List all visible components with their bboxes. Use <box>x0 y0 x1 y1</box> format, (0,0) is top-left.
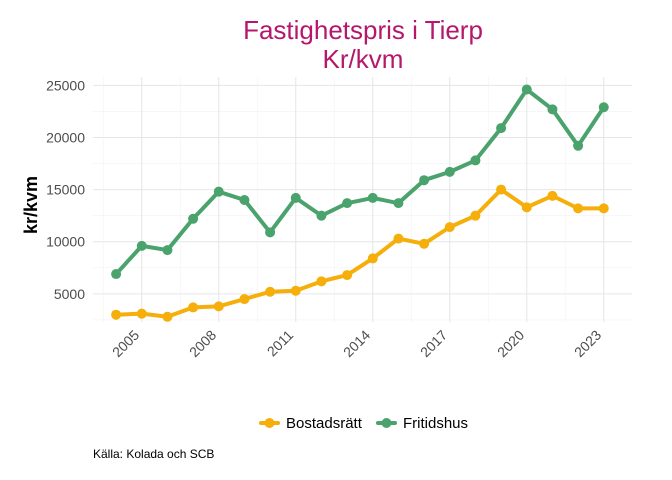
data-point <box>521 202 532 213</box>
data-point <box>470 210 481 221</box>
series-layer <box>111 84 609 322</box>
legend-key-point <box>381 418 392 428</box>
data-point <box>162 245 173 256</box>
data-point <box>521 84 532 95</box>
x-tick-label: 2017 <box>417 327 450 360</box>
data-point <box>573 140 584 151</box>
chart-subtitle: Kr/kvm <box>323 44 404 74</box>
data-point <box>393 233 404 244</box>
data-point <box>547 104 558 115</box>
data-point <box>111 309 122 320</box>
data-point <box>290 285 301 296</box>
data-point <box>496 184 507 195</box>
data-point <box>470 155 481 166</box>
data-point <box>239 195 250 206</box>
chart-title: Fastighetspris i Tierp <box>243 15 483 45</box>
data-point <box>136 308 147 319</box>
data-point <box>367 253 378 264</box>
data-point <box>573 203 584 214</box>
x-tick-label: 2005 <box>109 327 142 360</box>
legend-label: Fritidshus <box>403 415 468 432</box>
data-point <box>136 240 147 251</box>
data-point <box>367 192 378 203</box>
y-tick-label: 5000 <box>54 286 85 302</box>
y-axis-ticks: 5000 10000 15000 20000 25000 <box>46 77 85 302</box>
x-tick-label: 2011 <box>264 327 297 360</box>
data-point <box>598 203 609 214</box>
data-point <box>265 286 276 297</box>
legend: Bostadsrätt Fritidshus <box>259 415 468 432</box>
x-axis-ticks: 2005 2008 2011 2014 2017 2020 2023 <box>109 327 604 360</box>
data-point <box>598 102 609 113</box>
data-point <box>419 238 430 249</box>
data-point <box>342 270 353 281</box>
data-point <box>290 192 301 203</box>
x-tick-label: 2020 <box>494 327 527 360</box>
data-point <box>265 227 276 238</box>
y-axis-label: kr/kvm <box>21 176 41 234</box>
data-point <box>342 198 353 209</box>
data-point <box>496 123 507 134</box>
data-point <box>419 175 430 186</box>
data-point <box>547 190 558 201</box>
x-tick-label: 2023 <box>571 327 604 360</box>
data-point <box>213 186 224 197</box>
data-point <box>188 302 199 313</box>
data-point <box>444 222 455 233</box>
y-tick-label: 15000 <box>46 182 85 198</box>
source-note: Källa: Kolada och SCB <box>93 447 214 461</box>
data-point <box>213 301 224 312</box>
data-point <box>316 276 327 287</box>
data-point <box>162 311 173 322</box>
data-point <box>316 210 327 221</box>
x-tick-label: 2008 <box>186 327 219 360</box>
data-point <box>239 294 250 305</box>
y-tick-label: 10000 <box>46 234 85 250</box>
legend-key-point <box>264 418 275 428</box>
data-point <box>444 166 455 177</box>
y-tick-label: 20000 <box>46 129 85 145</box>
x-tick-label: 2014 <box>340 327 373 360</box>
y-tick-label: 25000 <box>46 77 85 93</box>
data-point <box>111 269 122 280</box>
series-line-1 <box>114 87 606 277</box>
data-point <box>393 198 404 209</box>
data-point <box>188 213 199 224</box>
legend-label: Bostadsrätt <box>286 415 363 432</box>
